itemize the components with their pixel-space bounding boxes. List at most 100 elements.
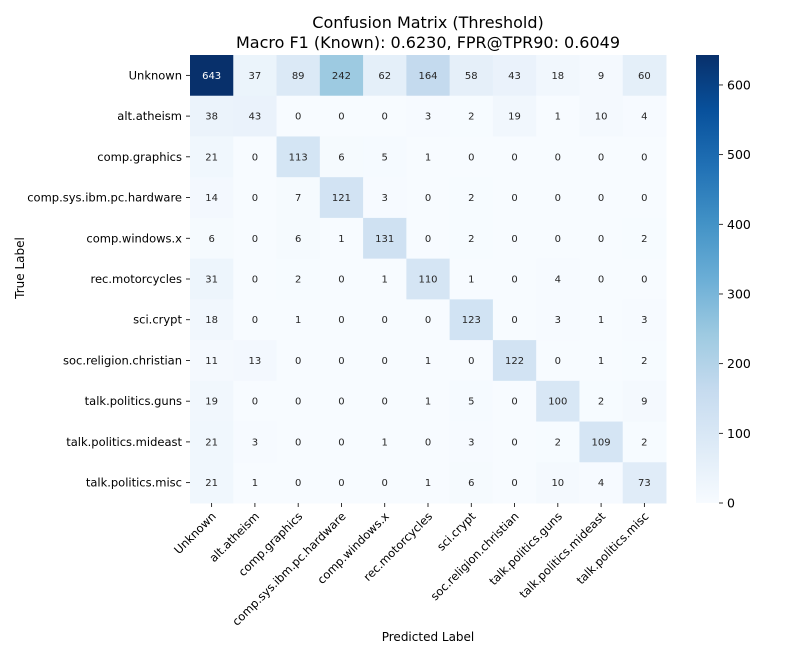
heatmap-cell (449, 462, 494, 504)
heatmap-cell (406, 177, 451, 219)
heatmap-cell-value: 6 (208, 234, 214, 245)
heatmap-cell-value: 3 (252, 437, 258, 448)
heatmap-cell (319, 258, 364, 300)
heatmap-cell (492, 421, 537, 463)
heatmap-cell (276, 421, 321, 463)
heatmap-cell-value: 3 (468, 437, 474, 448)
heatmap-cell-value: 1 (382, 437, 388, 448)
heatmap-cell (579, 136, 624, 178)
heatmap-cell (233, 340, 278, 382)
heatmap-cell (363, 95, 407, 137)
heatmap-cell-value: 6 (468, 478, 474, 489)
heatmap-cell-value: 121 (332, 193, 351, 204)
heatmap-cell-value: 21 (205, 152, 218, 163)
heatmap-cell (406, 55, 451, 97)
x-axis-label: Predicted Label (382, 630, 475, 644)
heatmap-cell-value: 131 (375, 234, 394, 245)
heatmap-cell (363, 421, 407, 463)
heatmap-cell (233, 217, 278, 260)
heatmap-cell-value: 100 (548, 397, 567, 408)
heatmap-cell (319, 217, 364, 260)
heatmap-cell-value: 0 (252, 397, 258, 408)
heatmap-cell-value: 0 (555, 234, 561, 245)
heatmap-cell-value: 18 (205, 315, 218, 326)
heatmap-cell (276, 340, 321, 382)
heatmap-cell (492, 217, 537, 260)
x-tick-label: talk.politics.guns (486, 509, 565, 588)
heatmap-cell-value: 0 (382, 315, 388, 326)
heatmap-cell-value: 0 (425, 234, 431, 245)
heatmap-cell (449, 258, 494, 300)
colorbar-tick-label: 300 (727, 286, 751, 301)
y-tick-label: soc.religion.christian (63, 353, 182, 367)
heatmap-cell (536, 136, 580, 178)
heatmap-cell (319, 136, 364, 178)
heatmap-cell-value: 2 (641, 234, 647, 245)
x-tick-label: sci.crypt (434, 509, 479, 554)
heatmap-cell (319, 421, 364, 463)
heatmap-cell (363, 462, 407, 504)
y-axis-ticks: Unknown alt.atheism comp.graphics comp.sys.… (27, 68, 190, 490)
y-tick-label: sci.crypt (133, 313, 182, 327)
heatmap-cell (319, 462, 364, 504)
heatmap-cell (276, 177, 321, 219)
heatmap-cell (406, 421, 451, 463)
heatmap-cell (622, 421, 667, 463)
heatmap-cell-value: 0 (382, 397, 388, 408)
heatmap-cell-value: 0 (598, 193, 604, 204)
heatmap-cell (276, 462, 321, 504)
heatmap-cell (233, 299, 278, 341)
heatmap-cell (536, 421, 580, 463)
heatmap-cell-value: 9 (641, 397, 647, 408)
heatmap-cell (579, 95, 624, 137)
heatmap-cell-value: 0 (382, 478, 388, 489)
heatmap-cell (363, 380, 407, 423)
heatmap-cell (190, 95, 234, 137)
heatmap-cell-value: 0 (555, 356, 561, 367)
heatmap-cell-value: 31 (205, 275, 218, 286)
heatmap-cell (406, 299, 451, 341)
heatmap-cell (190, 462, 234, 504)
heatmap-cell (622, 55, 667, 97)
heatmap-cell-value: 21 (205, 478, 218, 489)
heatmap-cell (449, 421, 494, 463)
heatmap-cell (492, 55, 537, 97)
heatmap-cell (190, 136, 234, 178)
heatmap-cell-value: 2 (641, 437, 647, 448)
heatmap-cell-value: 3 (382, 193, 388, 204)
heatmap-cell-value: 0 (598, 152, 604, 163)
heatmap-cell (276, 217, 321, 260)
heatmap-cell-value: 0 (338, 315, 344, 326)
heatmap-cell-value: 0 (252, 152, 258, 163)
heatmap-cell (190, 299, 234, 341)
heatmap-cell (233, 421, 278, 463)
heatmap-cell (406, 380, 451, 423)
heatmap-cell (363, 299, 407, 341)
heatmap-cell (319, 95, 364, 137)
heatmap-cell-value: 1 (382, 275, 388, 286)
heatmap-cell-value: 643 (202, 71, 221, 82)
heatmap-cell (363, 217, 407, 260)
y-tick-label: talk.politics.guns (85, 394, 182, 408)
heatmap-cell (579, 217, 624, 260)
heatmap-cell-value: 1 (468, 275, 474, 286)
colorbar-tick-label: 200 (727, 356, 751, 371)
heatmap-cell (233, 380, 278, 423)
heatmap-cell (449, 299, 494, 341)
heatmap-cell (492, 299, 537, 341)
heatmap-cell (233, 177, 278, 219)
heatmap-cell (536, 340, 580, 382)
heatmap-cell (190, 217, 234, 260)
y-tick-label: talk.politics.misc (86, 476, 182, 490)
heatmap-cell (190, 340, 234, 382)
heatmap-cell-value: 4 (555, 275, 561, 286)
heatmap-cell (622, 177, 667, 219)
colorbar-tick-label: 100 (727, 426, 751, 441)
heatmap-cell (190, 421, 234, 463)
heatmap-cell-value: 123 (462, 315, 481, 326)
heatmap-cell-value: 1 (555, 112, 561, 123)
heatmap-cell-value: 0 (425, 437, 431, 448)
heatmap-cell-value: 1 (598, 315, 604, 326)
